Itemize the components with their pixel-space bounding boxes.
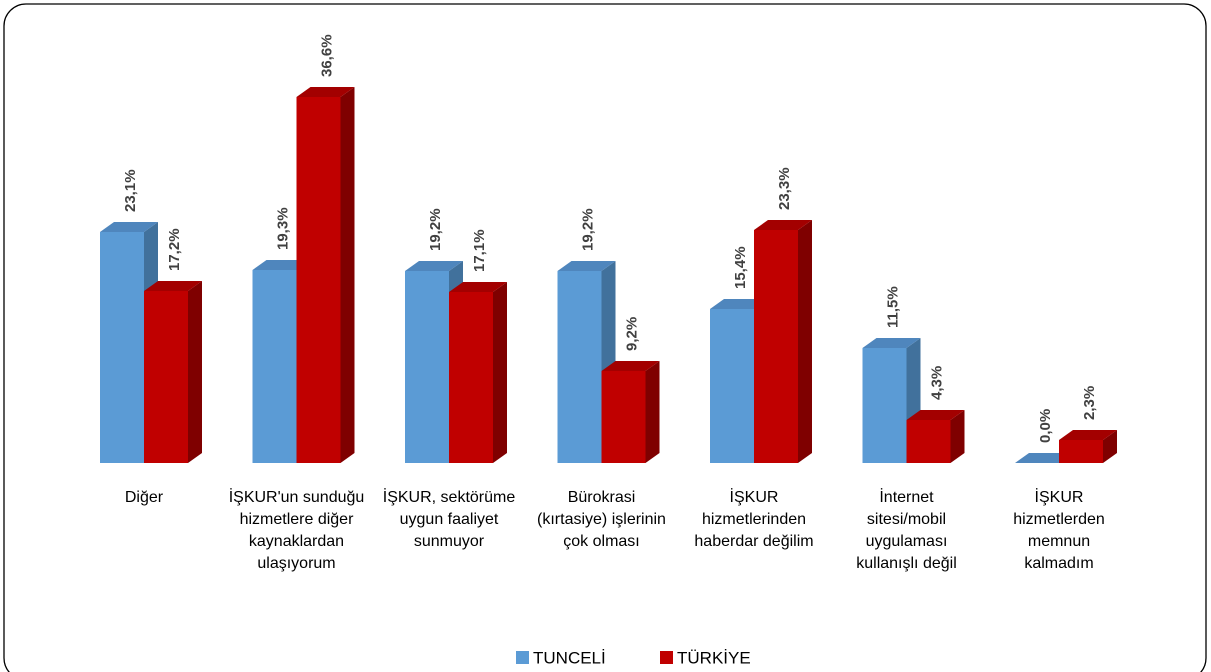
value-label: 15,4%	[732, 246, 749, 289]
value-label: 36,6%	[318, 34, 335, 77]
bar-top	[449, 282, 507, 292]
bar	[296, 97, 341, 463]
bar	[710, 309, 754, 463]
value-label: 0,0%	[1037, 409, 1054, 443]
bar-side	[798, 220, 812, 463]
bar	[405, 271, 449, 463]
bar	[1059, 440, 1103, 463]
bar-top	[601, 361, 660, 371]
bar-top	[144, 281, 202, 291]
bar	[754, 230, 798, 463]
value-label: 17,2%	[166, 228, 183, 271]
bar-top	[100, 222, 158, 232]
bar-top	[1059, 430, 1117, 440]
x-tick-label: İŞKUR'un sunduğu hizmetlere diğer kaynak…	[228, 489, 365, 572]
bar	[906, 420, 951, 463]
bar	[449, 292, 493, 463]
bar	[100, 232, 144, 463]
x-tick-label: İŞKUR hizmetlerden memnun kalmadım	[1013, 489, 1105, 572]
value-label: 9,2%	[623, 317, 640, 351]
legend-label: TUNCELİ	[533, 648, 606, 667]
value-label: 17,1%	[471, 229, 488, 272]
bar-side	[340, 87, 355, 463]
x-tick-label: İŞKUR, sektörüme uygun faaliyet sunmuyor	[382, 489, 516, 550]
value-label: 4,3%	[928, 366, 945, 400]
bar-top	[557, 261, 616, 271]
bar-top	[906, 410, 965, 420]
legend-swatch	[516, 651, 529, 664]
bar-top	[710, 299, 768, 309]
value-label: 11,5%	[884, 286, 901, 328]
legend-swatch	[660, 651, 673, 664]
bar-side	[950, 410, 965, 463]
bar-top	[862, 338, 921, 348]
bar-side	[188, 281, 202, 463]
bar-top	[296, 87, 355, 97]
x-tick-label: Diğer	[124, 489, 164, 506]
bar	[557, 271, 602, 463]
bar	[601, 371, 646, 463]
value-label: 19,2%	[579, 208, 596, 251]
bar-side	[493, 282, 507, 463]
value-label: 2,3%	[1081, 386, 1098, 420]
value-label: 19,2%	[427, 208, 444, 251]
bar-top	[252, 260, 311, 270]
bar-side	[645, 361, 660, 463]
bar	[144, 291, 188, 463]
bar-top	[1015, 453, 1073, 463]
bar-top	[405, 261, 463, 271]
bar-side	[1103, 430, 1117, 463]
value-label: 23,1%	[122, 169, 139, 212]
bar	[862, 348, 907, 463]
bar	[252, 270, 297, 463]
legend-label: TÜRKİYE	[677, 648, 751, 667]
value-label: 23,3%	[776, 167, 793, 210]
bar-top	[754, 220, 812, 230]
value-label: 19,3%	[274, 207, 291, 250]
x-tick-label: Bürokrasi (kırtasiye) işlerinin çok olma…	[537, 489, 666, 550]
x-tick-label: İnternet sitesi/mobil uygulaması kullanı…	[856, 489, 957, 572]
x-tick-label: İŞKUR hizmetlerinden haberdar değilim	[694, 489, 814, 550]
